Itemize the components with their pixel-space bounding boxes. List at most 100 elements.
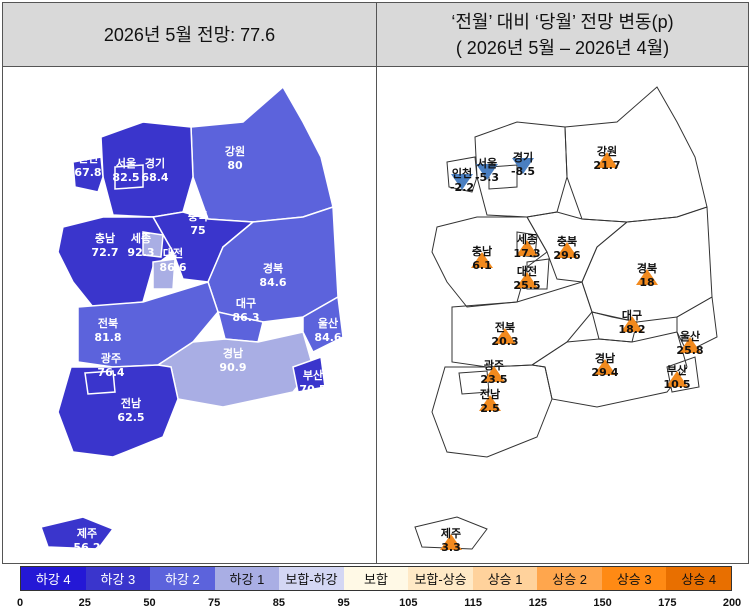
change-value-gyeonggi: -8.5 — [511, 165, 535, 178]
region-shape-daejeon — [152, 258, 176, 290]
legend-item: 상승 2 — [537, 567, 602, 590]
change-name-gangwon: 강원 — [597, 144, 617, 158]
change-value-jeonnam: 2.5 — [480, 402, 500, 415]
region-shape-incheon — [72, 156, 104, 193]
region-value-chungnam: 72.7 — [91, 246, 118, 259]
change-marker-ulsan — [679, 337, 701, 353]
change-marker-gyeongnam — [594, 359, 616, 375]
change-name-ulsan: 울산 — [680, 329, 700, 343]
legend-item: 상승 4 — [666, 567, 732, 590]
change-marker-jeonbuk — [494, 328, 516, 344]
region-name-gyeongnam: 경남 — [223, 346, 243, 360]
right-title-line2: ( 2026년 5월 – 2026년 4월) — [455, 37, 670, 58]
change-name-busan: 부산 — [667, 363, 687, 377]
region-shape-jeju — [40, 516, 115, 550]
change-name-chungnam: 충남 — [472, 244, 492, 258]
change-marker-jeju — [440, 534, 462, 550]
legend-tick: 115 — [464, 597, 482, 609]
change-name-daejeon: 대전 — [517, 264, 537, 278]
legend-tick: 200 — [722, 597, 742, 609]
region-name-daejeon: 대전 — [163, 246, 183, 260]
legend-tick: 175 — [658, 597, 677, 609]
legend-item: 하강 3 — [85, 567, 151, 590]
region-name-gwangju: 광주 — [101, 352, 121, 365]
change-name-sejong: 세종 — [517, 232, 537, 246]
figure-frame: 2026년 5월 전망: 77.6 ‘전월’ 대비 ‘당월’ 전망 변동(p) … — [2, 2, 749, 564]
change-marker-gangwon — [596, 152, 618, 168]
change-value-chungnam: 6.1 — [472, 259, 492, 272]
legend-tick: 95 — [337, 597, 350, 609]
region-value-jeonbuk: 81.8 — [94, 331, 121, 344]
change-marker-chungbuk — [556, 242, 578, 258]
change-name-seoul: 서울 — [477, 156, 497, 170]
change-name-gyeongbuk: 경북 — [637, 261, 657, 275]
region-name-jeju: 제주 — [77, 526, 97, 540]
legend-item: 보합 — [343, 567, 409, 590]
region-value-daejeon: 86.6 — [159, 261, 186, 274]
change-value-jeju: 3.3 — [441, 541, 461, 554]
region-boundaries — [414, 86, 718, 550]
region-value-gyeonggi: 68.4 — [141, 171, 168, 184]
change-value-daegu: 18.2 — [618, 323, 645, 336]
region-value-gangwon: 80 — [227, 159, 243, 172]
change-value-sejong: 17.3 — [513, 247, 540, 260]
change-name-gwangju: 광주 — [484, 359, 504, 372]
region-value-ulsan: 84.6 — [314, 331, 341, 344]
change-name-jeju: 제주 — [441, 526, 461, 540]
region-name-chungbuk: 충북 — [188, 209, 208, 223]
legend-tick: 0 — [16, 597, 24, 609]
change-value-incheon: -2.2 — [450, 181, 474, 194]
region-shape-sejong — [142, 231, 164, 258]
change-marker-busan — [666, 371, 688, 387]
legend-item: 하강 1 — [214, 567, 280, 590]
region-name-gyeongbuk: 경북 — [263, 261, 283, 275]
region-value-sejong: 92.3 — [127, 246, 154, 259]
region-value-busan: 70.5 — [299, 383, 326, 396]
change-marker-chungnam — [471, 252, 493, 268]
change-marker-gyeongbuk — [636, 269, 658, 285]
region-shape-gangwon — [190, 85, 334, 223]
legend-item: 상승 1 — [472, 567, 538, 590]
right-header: ‘전월’ 대비 ‘당월’ 전망 변동(p) ( 2026년 5월 – 2026년… — [377, 3, 748, 67]
region-value-jeonnam: 62.5 — [117, 411, 144, 424]
change-value-ulsan: 25.8 — [676, 344, 703, 357]
right-map-panel: 인천 -2.2 서울 -5.3 경기 -8.5 강원 21.7 충남 6.1 세종 17.3 충북 29.… — [377, 67, 748, 563]
change-name-chungbuk: 충북 — [557, 234, 577, 248]
region-name-busan: 부산 — [303, 368, 323, 382]
region-name-jeonbuk: 전북 — [98, 316, 118, 330]
region-shape-gwangju — [84, 370, 116, 395]
region-name-daegu: 대구 — [236, 296, 256, 310]
change-marker-seoul — [476, 164, 498, 180]
region-value-incheon: 67.8 — [74, 166, 101, 179]
change-value-gangwon: 21.7 — [593, 159, 620, 172]
change-value-gyeongnam: 29.4 — [591, 366, 618, 379]
change-marker-gwangju — [483, 366, 505, 382]
region-value-seoul: 82.5 — [112, 171, 139, 184]
change-marker-daegu — [621, 316, 643, 332]
region-value-gyeongnam: 90.9 — [219, 361, 246, 374]
change-name-jeonbuk: 전북 — [495, 320, 515, 334]
left-map-panel: 인천 67.8 서울 82.5 경기 68.4 강원 80 충북 75 충남 72.7 세종 92.3 대전… — [3, 67, 377, 563]
left-header: 2026년 5월 전망: 77.6 — [3, 3, 377, 67]
legend-item: 하강 4 — [21, 567, 86, 590]
change-value-busan: 10.5 — [663, 378, 690, 391]
color-legend: 하강 4 하강 3 하강 2 하강 1 보합-하강 보합 보합-상승 상승 1 상승 2 상승 3… — [20, 566, 732, 591]
legend-tick: 105 — [399, 597, 418, 609]
change-value-seoul: -5.3 — [475, 171, 499, 184]
change-name-gyeongnam: 경남 — [595, 351, 615, 365]
legend-item: 보합-상승 — [408, 567, 473, 590]
legend-item: 하강 2 — [150, 567, 215, 590]
legend-tick: 50 — [143, 597, 156, 609]
legend-tick: 85 — [272, 597, 286, 609]
region-name-incheon: 인천 — [78, 151, 98, 165]
region-value-gyeongbuk: 84.6 — [259, 276, 286, 289]
change-name-daegu: 대구 — [622, 308, 642, 322]
region-name-gyeonggi: 경기 — [145, 156, 165, 170]
change-marker-gyeonggi — [512, 158, 534, 174]
change-marker-daejeon — [516, 272, 538, 288]
region-shape-busan — [292, 355, 326, 393]
legend-item: 상승 3 — [601, 567, 667, 590]
region-name-ulsan: 울산 — [318, 316, 338, 330]
change-value-chungbuk: 29.6 — [553, 249, 580, 262]
